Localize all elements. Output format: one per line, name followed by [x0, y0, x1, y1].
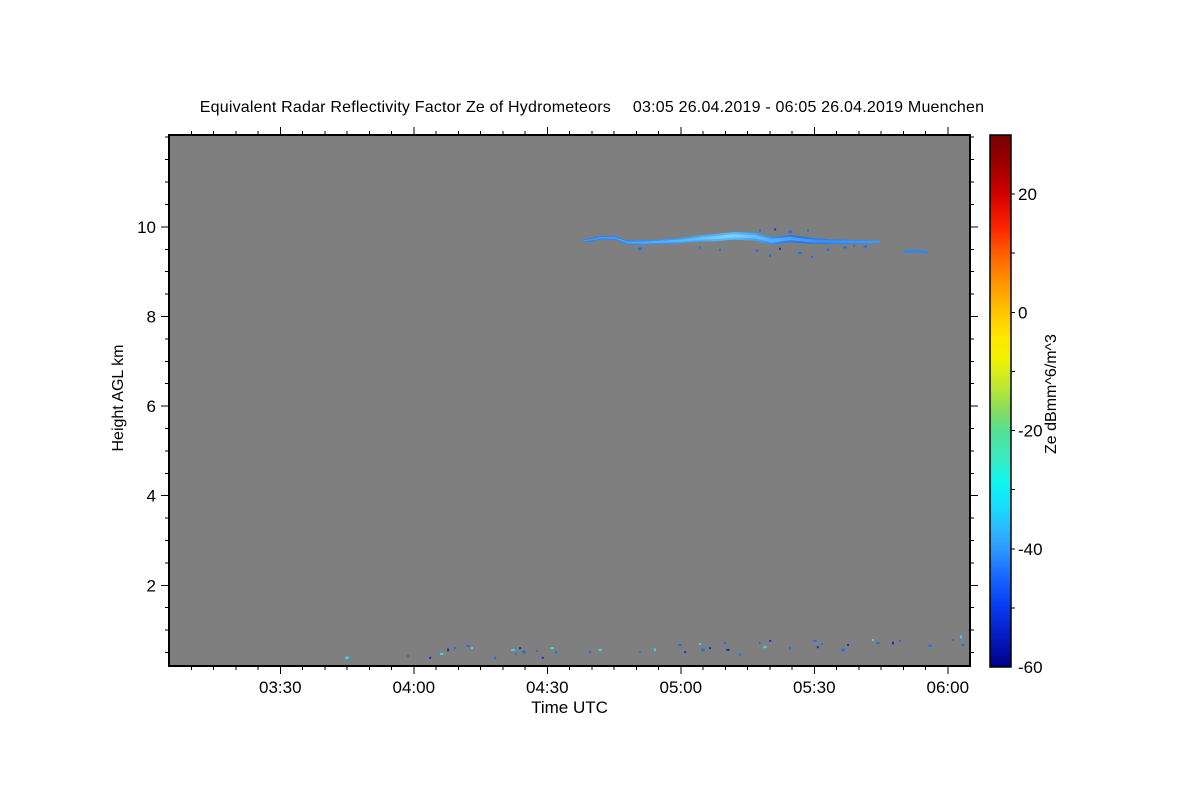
x-tick-label: 06:00: [927, 678, 970, 697]
y-tick-label: 6: [147, 397, 156, 416]
x-tick-labels: 03:30 04:00 04:30 05:00 05:30 06:00: [259, 678, 969, 697]
x-tick-label: 04:00: [393, 678, 436, 697]
ground-clutter-speckles: [345, 635, 965, 660]
y-tick-labels: 2 4 6 8 10: [137, 218, 156, 595]
x-axis-label: Time UTC: [531, 698, 608, 717]
chart-title-period: 03:05 26.04.2019 - 06:05 26.04.2019 Muen…: [632, 99, 985, 116]
cloud-band: [582, 232, 929, 254]
colorbar-tick-label: -40: [1018, 540, 1043, 559]
y-tick-label: 8: [147, 308, 156, 327]
y-axis-label: Height AGL km: [110, 344, 127, 452]
x-tick-label: 05:30: [793, 678, 836, 697]
x-tick-label: 05:00: [660, 678, 703, 697]
colorbar-tick-label: -20: [1018, 422, 1043, 441]
cloud-band-speckles: [638, 228, 868, 258]
plot-area: [169, 135, 970, 666]
colorbar-gradient: [989, 134, 1012, 668]
colorbar: 20 0 -20 -40 -60: [989, 134, 1043, 677]
colorbar-tick-label: 0: [1018, 303, 1027, 322]
colorbar-tick-label: -60: [1018, 658, 1043, 677]
y-tick-label: 10: [137, 218, 156, 237]
cloud-band-segment-2: [904, 249, 929, 254]
colorbar-label: Ze dBmm^6/m^3: [1043, 334, 1060, 454]
y-tick-label: 4: [147, 487, 156, 506]
chart-title: Equivalent Radar Reflectivity Factor Ze …: [0, 99, 1184, 117]
chart-title-main: Equivalent Radar Reflectivity Factor Ze …: [199, 99, 611, 116]
x-tick-label: 03:30: [259, 678, 302, 697]
x-tick-label: 04:30: [526, 678, 569, 697]
plot-frame: [168, 134, 971, 667]
colorbar-tick-label: 20: [1018, 185, 1037, 204]
y-tick-label: 2: [147, 576, 156, 595]
